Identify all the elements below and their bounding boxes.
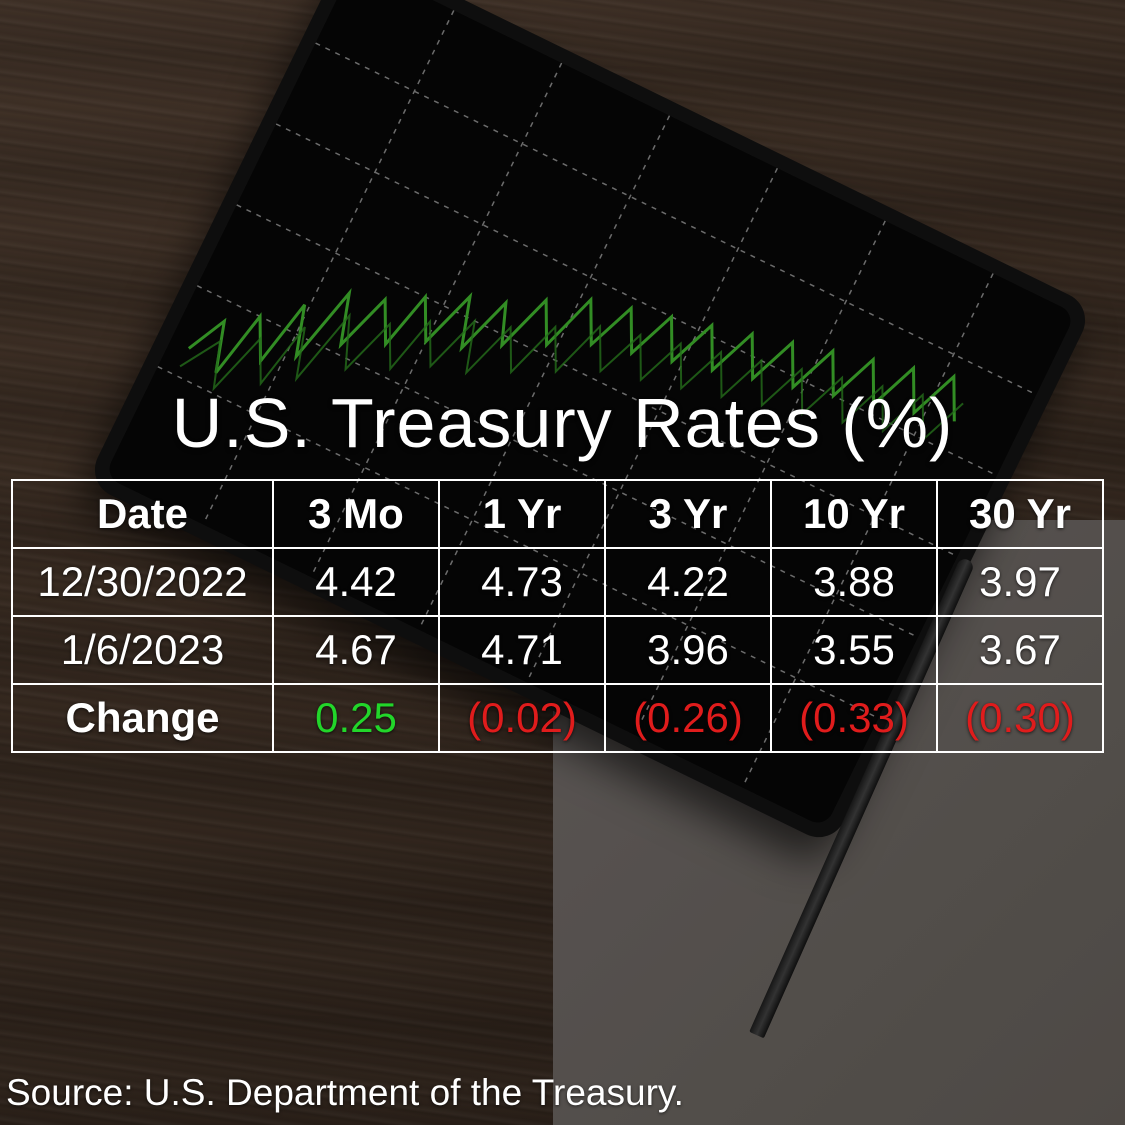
table-cell: 3.97 xyxy=(936,547,1104,617)
row-label: 12/30/2022 xyxy=(11,547,274,617)
column-header-date: Date xyxy=(11,479,274,549)
column-header-3mo: 3 Mo xyxy=(272,479,440,549)
table-cell: 4.73 xyxy=(438,547,606,617)
change-cell: (0.02) xyxy=(438,683,606,753)
column-header-3yr: 3 Yr xyxy=(604,479,772,549)
header-row: Date 3 Mo 1 Yr 3 Yr 10 Yr 30 Yr xyxy=(11,479,1104,549)
table-row: 12/30/2022 4.42 4.73 4.22 3.88 3.97 xyxy=(11,547,1104,617)
table-cell: 4.71 xyxy=(438,615,606,685)
change-cell: (0.33) xyxy=(770,683,938,753)
chart-title: U.S. Treasury Rates (%) xyxy=(171,384,954,462)
table-cell: 3.67 xyxy=(936,615,1104,685)
rates-table: Date 3 Mo 1 Yr 3 Yr 10 Yr 30 Yr 12/30/20… xyxy=(11,479,1104,753)
table-cell: 3.88 xyxy=(770,547,938,617)
table-cell: 3.96 xyxy=(604,615,772,685)
table-cell: 4.67 xyxy=(272,615,440,685)
table-cell: 3.55 xyxy=(770,615,938,685)
table-cell: 4.42 xyxy=(272,547,440,617)
column-header-10yr: 10 Yr xyxy=(770,479,938,549)
column-header-1yr: 1 Yr xyxy=(438,479,606,549)
change-row: Change 0.25 (0.02) (0.26) (0.33) (0.30) xyxy=(11,683,1104,753)
change-cell: 0.25 xyxy=(272,683,440,753)
row-label: Change xyxy=(11,683,274,753)
table-cell: 4.22 xyxy=(604,547,772,617)
table-row: 1/6/2023 4.67 4.71 3.96 3.55 3.67 xyxy=(11,615,1104,685)
change-cell: (0.30) xyxy=(936,683,1104,753)
row-label: 1/6/2023 xyxy=(11,615,274,685)
source-note: Source: U.S. Department of the Treasury. xyxy=(6,1072,684,1113)
change-cell: (0.26) xyxy=(604,683,772,753)
column-header-30yr: 30 Yr xyxy=(936,479,1104,549)
